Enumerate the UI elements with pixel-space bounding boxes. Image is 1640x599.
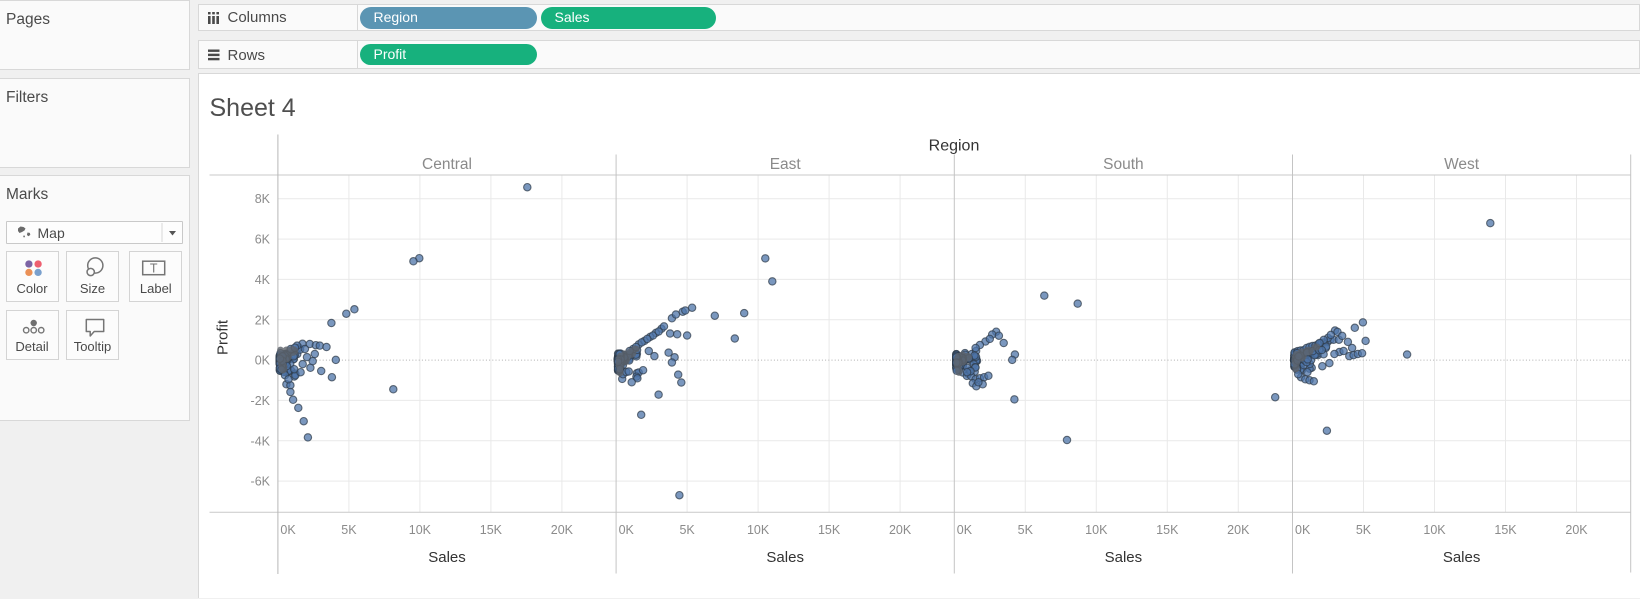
svg-text:5K: 5K	[1017, 523, 1033, 537]
svg-text:2K: 2K	[254, 313, 270, 327]
svg-text:6K: 6K	[254, 232, 270, 246]
svg-text:Sales: Sales	[766, 549, 804, 566]
svg-text:20K: 20K	[550, 523, 573, 537]
svg-text:10K: 10K	[746, 523, 769, 537]
svg-text:Sales: Sales	[1442, 549, 1480, 566]
svg-text:15K: 15K	[817, 523, 840, 537]
svg-text:0K: 0K	[280, 523, 296, 537]
svg-text:5K: 5K	[679, 523, 695, 537]
svg-text:Profit: Profit	[214, 319, 231, 355]
svg-text:4K: 4K	[254, 272, 270, 286]
svg-text:-6K: -6K	[250, 474, 270, 488]
svg-text:20K: 20K	[1227, 523, 1250, 537]
svg-text:East: East	[769, 156, 801, 173]
svg-text:20K: 20K	[1565, 523, 1588, 537]
svg-text:0K: 0K	[254, 353, 270, 367]
svg-text:South: South	[1103, 156, 1144, 173]
svg-text:10K: 10K	[1085, 523, 1108, 537]
svg-text:0K: 0K	[1295, 523, 1311, 537]
svg-text:15K: 15K	[1494, 523, 1517, 537]
svg-text:10K: 10K	[408, 523, 431, 537]
svg-text:20K: 20K	[888, 523, 911, 537]
svg-text:15K: 15K	[479, 523, 502, 537]
svg-text:5K: 5K	[341, 523, 357, 537]
svg-text:10K: 10K	[1423, 523, 1446, 537]
svg-text:-2K: -2K	[250, 393, 270, 407]
svg-text:Sales: Sales	[428, 549, 466, 566]
svg-text:Central: Central	[422, 156, 472, 173]
svg-text:Sales: Sales	[1104, 549, 1142, 566]
svg-text:5K: 5K	[1355, 523, 1371, 537]
svg-text:Region: Region	[928, 137, 979, 154]
svg-text:-4K: -4K	[250, 434, 270, 448]
svg-text:15K: 15K	[1156, 523, 1179, 537]
svg-text:0K: 0K	[618, 523, 634, 537]
svg-text:T: T	[150, 261, 158, 275]
svg-text:0K: 0K	[956, 523, 972, 537]
svg-text:West: West	[1444, 156, 1480, 173]
svg-text:8K: 8K	[254, 192, 270, 206]
